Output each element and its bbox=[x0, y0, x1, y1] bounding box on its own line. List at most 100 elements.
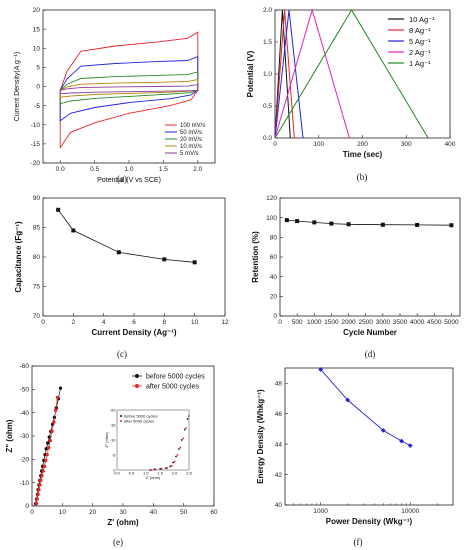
chart-c-capacitance: 0 2 4 6 8 10 12 70 75 80 85 90 Current Density (Ag⁻¹… bbox=[14, 195, 229, 359]
y-tick-label: 85 bbox=[33, 225, 41, 232]
nyquist-point-1-7 bbox=[41, 469, 45, 473]
data-point-6 bbox=[415, 222, 420, 227]
inset-legend-label-1: after 5000 cycles bbox=[124, 418, 154, 423]
plot-frame bbox=[279, 197, 461, 317]
inset-point-0-0 bbox=[149, 469, 152, 471]
data-point-1 bbox=[71, 228, 76, 233]
chart-f-ragone: 1000 10000 40 42 44 46 48 Power Density (Wkg⁻¹)… bbox=[256, 367, 454, 547]
x-tick-label: 10000 bbox=[401, 508, 419, 515]
gcd-curve-4 bbox=[274, 9, 429, 139]
x-tick-label: 200 bbox=[357, 141, 368, 148]
inset-legend-label-0: before 5000 cycles bbox=[124, 413, 158, 418]
x-tick-label: 1000 bbox=[313, 508, 328, 515]
x-tick-label: 10 bbox=[59, 509, 67, 516]
nyquist-point-0-12 bbox=[46, 441, 50, 445]
plot-frame bbox=[284, 367, 454, 506]
inset-frame bbox=[116, 409, 190, 471]
x-tick-label: 2000 bbox=[341, 319, 356, 326]
gcd-curve-2 bbox=[274, 9, 304, 139]
y-tick-label: 0.5 bbox=[263, 103, 272, 110]
y-tick-label: 70 bbox=[33, 313, 41, 320]
panel-caption: (f) bbox=[354, 537, 363, 547]
nyquist-point-1-2 bbox=[36, 492, 40, 497]
x-tick-label: 2.0 bbox=[193, 166, 202, 173]
y-tick-label: 15 bbox=[33, 26, 41, 33]
inset-x-tick-label: 2.0 bbox=[172, 471, 178, 476]
nyquist-point-0-19 bbox=[58, 386, 63, 390]
y-tick-label: -10 bbox=[31, 122, 41, 129]
inset-point-0-6 bbox=[175, 455, 177, 458]
nyquist-line-1 bbox=[36, 397, 58, 504]
y-tick-label: 5 bbox=[36, 65, 40, 72]
x-tick-label: 300 bbox=[401, 141, 412, 148]
panel-caption: (a) bbox=[117, 174, 127, 184]
y-tick-label: -20 bbox=[20, 457, 30, 464]
x-tick-label: 0 bbox=[273, 141, 277, 148]
inset-point-1-9 bbox=[185, 427, 188, 429]
inset-point-1-4 bbox=[170, 464, 173, 467]
data-point-0 bbox=[318, 367, 324, 372]
inset-point-0-2 bbox=[159, 467, 162, 470]
data-point-1 bbox=[295, 219, 300, 224]
y-tick-label: 80 bbox=[270, 235, 278, 242]
inset-point-0-9 bbox=[183, 428, 186, 431]
legend-label-0: 10 Ag⁻¹ bbox=[409, 15, 435, 24]
data-point-3 bbox=[329, 221, 334, 226]
data-point-5 bbox=[380, 222, 385, 227]
panel-caption: (d) bbox=[365, 349, 376, 359]
legend-label-0: 100 mV/s bbox=[180, 123, 205, 129]
y-axis-label: Retention (%) bbox=[251, 231, 260, 283]
y-tick-label: 0 bbox=[273, 313, 277, 320]
cv-curve-4 bbox=[59, 84, 199, 95]
nyquist-point-1-8 bbox=[42, 464, 47, 469]
inset-point-0-5 bbox=[172, 461, 175, 464]
inset-point-0-7 bbox=[178, 448, 180, 450]
cv-curve-0 bbox=[59, 31, 199, 150]
y-tick-label: -50 bbox=[20, 387, 30, 394]
x-axis-label: Z' (ohm) bbox=[107, 518, 139, 527]
inset-x-tick-label: 0.0 bbox=[114, 471, 120, 476]
y-tick-label: 2.0 bbox=[263, 7, 272, 14]
legend-label-1: 50 mV/s bbox=[180, 130, 202, 136]
y-tick-label: 80 bbox=[33, 254, 41, 261]
inset-point-1-2 bbox=[160, 467, 163, 470]
x-tick-label: 6 bbox=[132, 319, 136, 326]
x-axis-label: Cycle Number bbox=[343, 328, 397, 337]
nyquist-point-1-3 bbox=[37, 487, 41, 492]
ragone-line bbox=[320, 369, 411, 446]
nyquist-point-1-9 bbox=[43, 458, 48, 463]
y-tick-label: 10 bbox=[33, 45, 41, 52]
y-tick-label: 100 bbox=[266, 215, 277, 222]
inset-y-tick-label: -10 bbox=[110, 437, 117, 442]
x-tick-label: 20 bbox=[89, 509, 97, 516]
y-tick-label: 20 bbox=[33, 7, 41, 14]
x-tick-label: 0 bbox=[30, 509, 34, 516]
nyquist-point-1-1 bbox=[35, 497, 39, 501]
nyquist-point-1-4 bbox=[38, 483, 42, 487]
y-tick-label: 40 bbox=[275, 502, 283, 509]
inset-point-1-7 bbox=[179, 446, 182, 449]
x-tick-label: 500 bbox=[292, 319, 303, 326]
inset-y-tick-label: -15 bbox=[110, 422, 117, 427]
y-tick-label: -30 bbox=[20, 433, 30, 440]
chart-b-charge-discharge: 0 100 200 300 400 0.0 0.5 1.0 1.5 2.0 Time (sec) Po… bbox=[246, 7, 456, 182]
inset-y-tick-label: -20 bbox=[110, 407, 117, 412]
inset-point-0-8 bbox=[180, 439, 183, 441]
x-tick-label: 40 bbox=[150, 509, 158, 516]
data-point-3 bbox=[162, 257, 167, 262]
y-tick-label: 0 bbox=[25, 503, 29, 510]
x-tick-label: 4 bbox=[102, 319, 106, 326]
legend-label-4: 1 Ag⁻¹ bbox=[409, 59, 431, 68]
y-tick-label: 75 bbox=[33, 284, 41, 291]
legend-marker-1 bbox=[135, 384, 139, 388]
x-tick-label: 0.5 bbox=[90, 166, 99, 173]
retention-line bbox=[286, 219, 452, 226]
inset-x-tick-label: 1.5 bbox=[157, 471, 163, 476]
inset-x-tick-label: 2.5 bbox=[186, 471, 192, 476]
chart-d-retention: 0 500 1000 1500 2000 2500 3000 3500 4000 4500 5000… bbox=[251, 195, 461, 359]
x-tick-label: 3500 bbox=[393, 319, 408, 326]
cv-curve-3 bbox=[59, 79, 199, 98]
y-axis-label: Capacitance (Fg⁻¹) bbox=[14, 221, 23, 293]
y-axis-label: Z" (ohm) bbox=[5, 419, 14, 452]
y-axis-label: Current Density(A g⁻¹) bbox=[14, 52, 21, 121]
